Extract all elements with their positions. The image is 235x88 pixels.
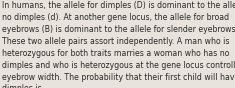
Text: In humans, the allele for dimples (D) is dominant to the allele for
no dimples (: In humans, the allele for dimples (D) is… (2, 1, 235, 88)
